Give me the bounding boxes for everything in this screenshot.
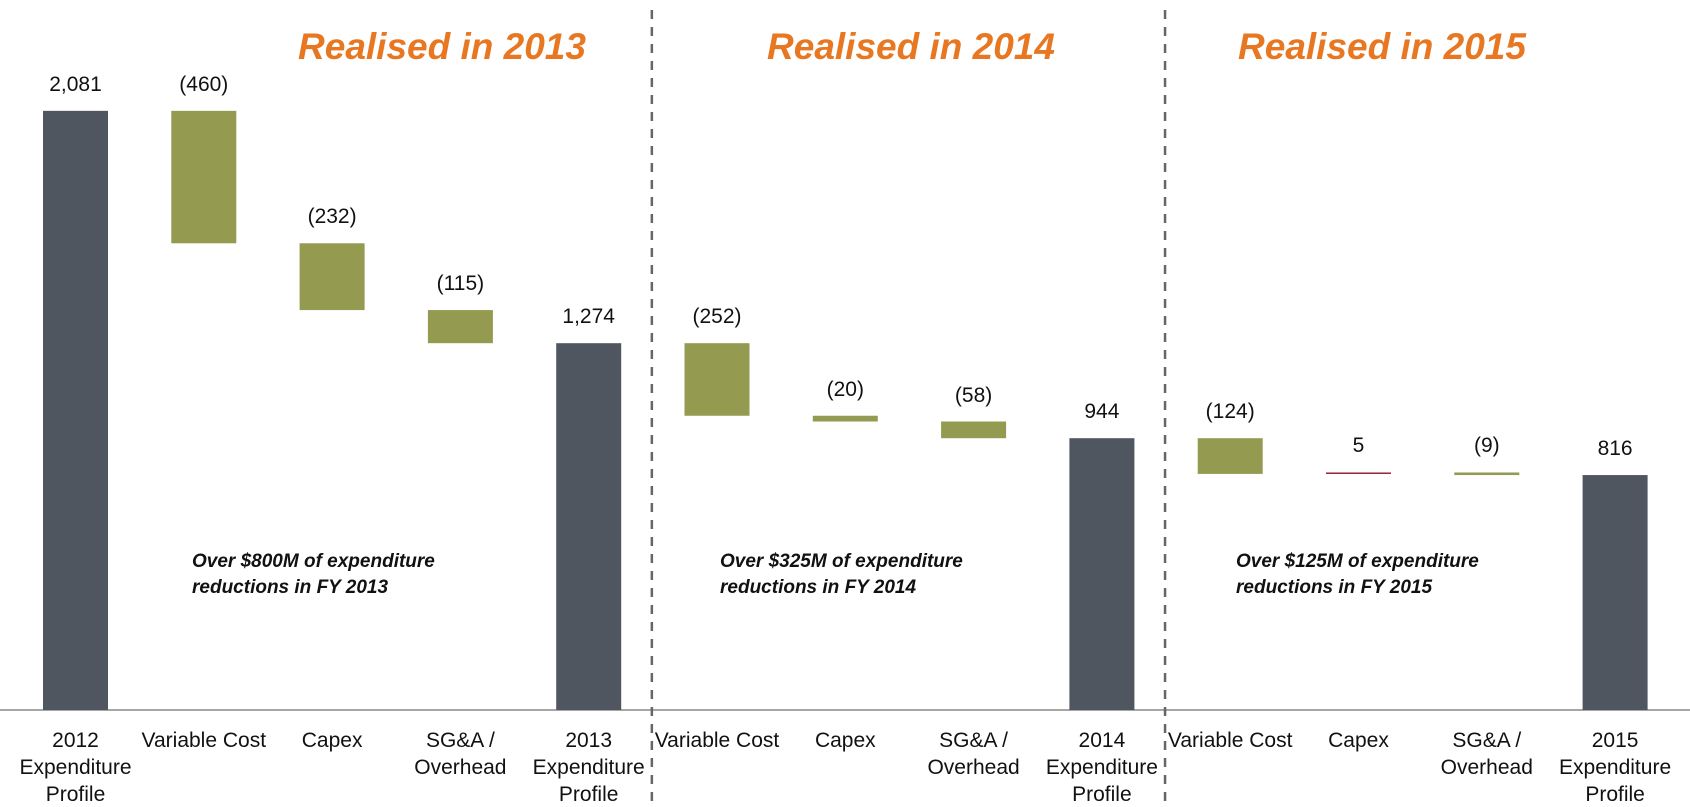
x-tick-label: Capex (814, 729, 876, 752)
bar (684, 343, 750, 416)
x-tick-label: 2015 Expenditure Profile (1559, 729, 1672, 806)
value-label: (252) (692, 305, 742, 329)
x-tick-label: Variable Cost (1167, 729, 1293, 752)
annotation: Over $125M of expenditure reductions in … (1236, 551, 1479, 598)
value-label: 1,274 (562, 305, 615, 329)
bar (427, 310, 493, 344)
annotation: Over $800M of expenditure reductions in … (192, 551, 435, 598)
value-label: 2,081 (49, 72, 102, 96)
bar (941, 421, 1007, 439)
value-label: (232) (307, 205, 357, 229)
x-tick-label: SG&A / Overhead (414, 729, 507, 779)
annotation: Over $325M of expenditure reductions in … (720, 551, 963, 598)
bar (812, 415, 878, 422)
bar (171, 110, 237, 244)
value-label: 816 (1597, 437, 1633, 461)
bar (43, 110, 108, 711)
value-label: (124) (1205, 400, 1255, 424)
section-title: Realised in 2015 (1238, 26, 1526, 67)
value-label: (115) (436, 272, 485, 296)
value-label: 5 (1352, 434, 1365, 458)
bar (1197, 438, 1263, 474)
bar (1454, 472, 1520, 476)
x-tick-label: 2014 Expenditure Profile (1045, 729, 1158, 806)
bar (1069, 438, 1135, 710)
x-tick-label: SG&A / Overhead (927, 729, 1020, 779)
x-tick-label: 2012 Expenditure Profile (19, 729, 132, 806)
bar (299, 243, 365, 311)
value-label: (460) (179, 72, 229, 96)
x-tick-label: Variable Cost (654, 729, 780, 752)
x-tick-label: 2013 Expenditure Profile (532, 729, 645, 806)
value-label: (20) (826, 377, 864, 401)
value-label: (9) (1473, 434, 1500, 458)
bar (556, 343, 622, 710)
x-tick-label: Capex (1328, 729, 1389, 752)
bar (1326, 472, 1391, 474)
section-title: Realised in 2013 (298, 26, 586, 67)
x-tick-label: SG&A / Overhead (1440, 729, 1533, 779)
x-tick-label: Capex (301, 729, 363, 752)
value-label: 944 (1084, 400, 1120, 424)
value-label: (58) (954, 383, 993, 407)
x-tick-label: Variable Cost (141, 729, 267, 752)
section-title: Realised in 2014 (767, 26, 1055, 67)
bar (1582, 475, 1648, 710)
